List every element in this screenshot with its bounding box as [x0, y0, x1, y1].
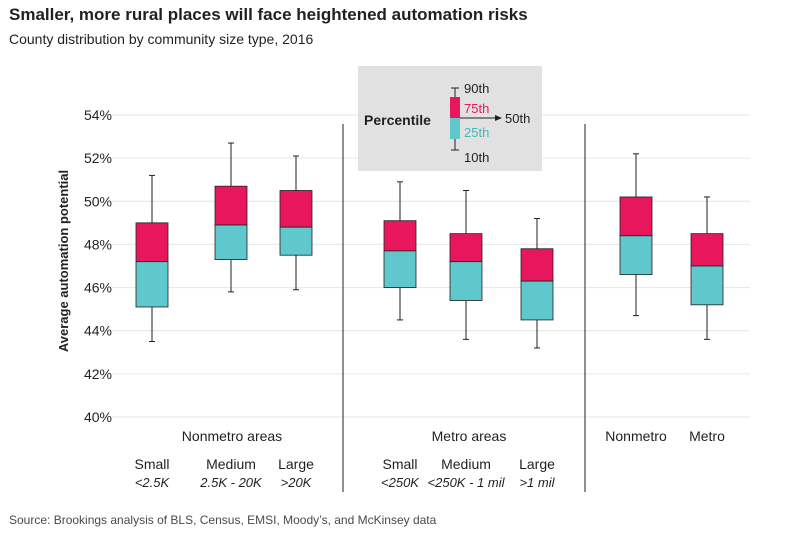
category-sublabel: 2.5K - 20K [199, 475, 263, 490]
box-upper-quartile [279, 190, 313, 228]
legend-label-90: 90th [464, 81, 489, 96]
box-upper-quartile [214, 185, 248, 226]
box-lower-quartile [619, 235, 653, 276]
y-axis-label: Average automation potential [56, 170, 71, 352]
category-label: Large [278, 456, 314, 472]
y-tick-label: 46% [84, 280, 112, 296]
box-nonmetro [619, 153, 653, 317]
box-lower-quartile [520, 280, 554, 321]
y-tick-label: 50% [84, 193, 112, 209]
box-medium [214, 142, 248, 293]
box-lower-quartile [135, 261, 169, 308]
box-plot-chart: 40% 42% 44% 46% 48% 50% 52% 54% Average automat… [56, 66, 750, 492]
category-sublabel: <250K [381, 475, 420, 490]
box-lower-quartile [383, 250, 417, 288]
box-large [520, 218, 554, 349]
category-label: Small [134, 456, 169, 472]
category-sublabel: >20K [281, 475, 313, 490]
source-note: Source: Brookings analysis of BLS, Censu… [9, 513, 437, 527]
box-metro [690, 196, 724, 340]
chart-title: Smaller, more rural places will face hei… [9, 5, 528, 24]
group-label: Nonmetro areas [182, 428, 282, 444]
box-upper-quartile [449, 233, 483, 263]
box-small [135, 174, 169, 342]
boxes [135, 142, 724, 349]
box-small [383, 181, 417, 321]
legend-label-50: 50th [505, 111, 530, 126]
category-label: Medium [206, 456, 256, 472]
group-label: Metro areas [432, 428, 507, 444]
chart-subtitle: County distribution by community size ty… [9, 31, 314, 47]
y-tick-label: 40% [84, 409, 112, 425]
legend-box-upper [450, 97, 460, 118]
category-labels: Nonmetro areas Small <2.5K Medium 2.5K - 20K… [134, 428, 725, 490]
percentile-legend: Percentile 90th 75th 50th 25th 10th [358, 66, 542, 171]
box-upper-quartile [619, 196, 653, 237]
legend-box-lower [450, 118, 460, 139]
box-lower-quartile [690, 265, 724, 306]
category-label: Nonmetro [605, 428, 667, 444]
category-label: Metro [689, 428, 725, 444]
box-lower-quartile [449, 261, 483, 301]
legend-label-10: 10th [464, 150, 489, 165]
category-sublabel: >1 mil [519, 475, 555, 490]
box-upper-quartile [383, 220, 417, 252]
category-label: Small [382, 456, 417, 472]
y-tick-label: 48% [84, 236, 112, 252]
legend-title: Percentile [364, 112, 431, 128]
category-label: Medium [441, 456, 491, 472]
category-sublabel: <2.5K [135, 475, 171, 490]
legend-label-25: 25th [464, 125, 489, 140]
box-large [279, 155, 313, 291]
y-tick-label: 54% [84, 107, 112, 123]
y-axis-ticks: 40% 42% 44% 46% 48% 50% 52% 54% [84, 107, 112, 425]
legend-label-75: 75th [464, 101, 489, 116]
y-tick-label: 44% [84, 323, 112, 339]
category-label: Large [519, 456, 555, 472]
box-upper-quartile [520, 248, 554, 282]
box-lower-quartile [279, 226, 313, 256]
box-upper-quartile [690, 233, 724, 267]
y-tick-label: 42% [84, 366, 112, 382]
y-tick-label: 52% [84, 150, 112, 166]
category-sublabel: <250K - 1 mil [428, 475, 506, 490]
box-lower-quartile [214, 224, 248, 260]
legend-arrow-head [495, 115, 502, 121]
box-upper-quartile [135, 222, 169, 263]
box-medium [449, 190, 483, 340]
